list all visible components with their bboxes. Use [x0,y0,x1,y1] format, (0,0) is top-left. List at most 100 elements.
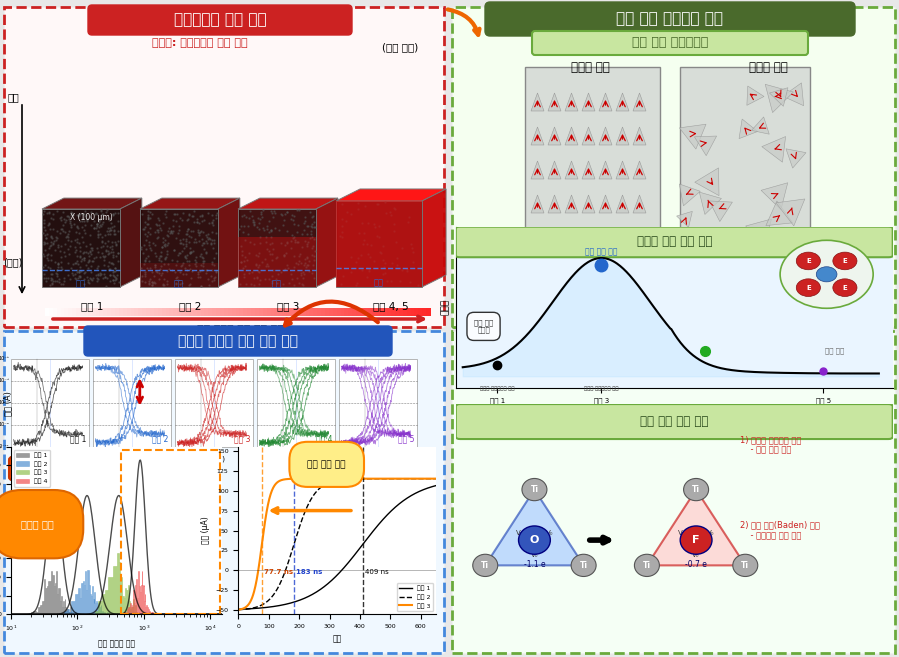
Point [84,267,98,277]
Polygon shape [65,570,108,614]
Point [280,225,295,236]
Point [111,236,125,246]
Point [143,229,157,239]
Point [209,272,223,283]
Point [76,237,90,247]
Bar [93,359,171,447]
Point [51,241,66,252]
Polygon shape [531,195,544,213]
Point [91,232,105,242]
Text: 10⁻⁵: 10⁻⁵ [0,378,9,384]
Point [298,254,312,264]
Point [265,276,280,286]
Text: 전압 (V): 전압 (V) [368,455,388,462]
Bar [181,308,185,316]
Point [156,233,170,243]
Bar [364,308,369,316]
Point [302,233,316,243]
Legend: 소자 1, 소자 2, 소자 3: 소자 1, 소자 2, 소자 3 [396,583,433,611]
Polygon shape [42,198,142,209]
Point [100,225,114,236]
Polygon shape [633,229,646,247]
Point [39,233,53,244]
Point [395,243,409,254]
Point [372,232,387,242]
Point [61,258,76,268]
Point [406,257,421,267]
Bar [92,308,96,316]
Point [106,266,120,277]
Polygon shape [599,127,612,145]
Point [265,255,280,265]
Point [400,266,414,277]
Point [176,234,191,244]
Point [307,273,321,283]
Point [179,252,193,263]
Text: O: O [530,535,539,545]
Point [147,271,162,281]
Point [40,262,55,273]
Point [56,207,70,217]
Point [101,260,115,271]
Point [95,273,110,283]
Text: 소자 1: 소자 1 [81,301,103,311]
Bar [336,308,341,316]
Point [355,218,369,229]
Point [307,221,322,232]
Point [103,258,118,268]
Point [234,240,248,251]
Bar [325,308,329,316]
Point [270,252,284,263]
Point [161,226,175,237]
Point [197,238,211,248]
Point [278,263,292,274]
Text: 409 ns: 409 ns [364,570,388,576]
Point [148,277,163,288]
Point [187,237,201,248]
Point [301,237,316,247]
Bar [339,359,417,447]
Point [199,267,213,278]
Text: V₀: V₀ [546,530,553,535]
Point [267,206,281,216]
Point [103,270,118,281]
Point [191,272,205,283]
Point [60,232,75,242]
Point [307,254,321,265]
Point [302,265,316,276]
Bar [175,359,253,447]
Circle shape [522,478,547,501]
Point [61,269,76,280]
Point [63,273,77,284]
Point [305,243,319,254]
Bar [169,308,174,316]
Point [39,233,53,243]
Point [290,237,305,248]
Point [88,252,102,263]
Bar [426,308,431,316]
Point [307,260,321,271]
Point [234,256,248,267]
Point [242,212,256,223]
Point [288,237,302,248]
Legend: 소자 1, 소자 2, 소자 3, 소자 4: 소자 1, 소자 2, 소자 3, 소자 4 [13,450,50,487]
Point [102,213,116,223]
Bar [247,308,252,316]
Point [278,209,292,219]
Point [95,213,110,223]
Polygon shape [633,93,646,111]
Point [68,242,83,252]
Point [148,248,163,259]
Polygon shape [709,201,733,221]
Text: E: E [842,258,847,264]
Point [182,248,197,259]
Text: Ti: Ti [580,561,588,570]
소자 3 [365,475,376,483]
Point [143,223,157,233]
Point [73,271,87,281]
Point [360,271,374,282]
Point [305,212,319,222]
Point [300,253,315,263]
Point [191,267,205,277]
소자 1 [365,531,376,539]
